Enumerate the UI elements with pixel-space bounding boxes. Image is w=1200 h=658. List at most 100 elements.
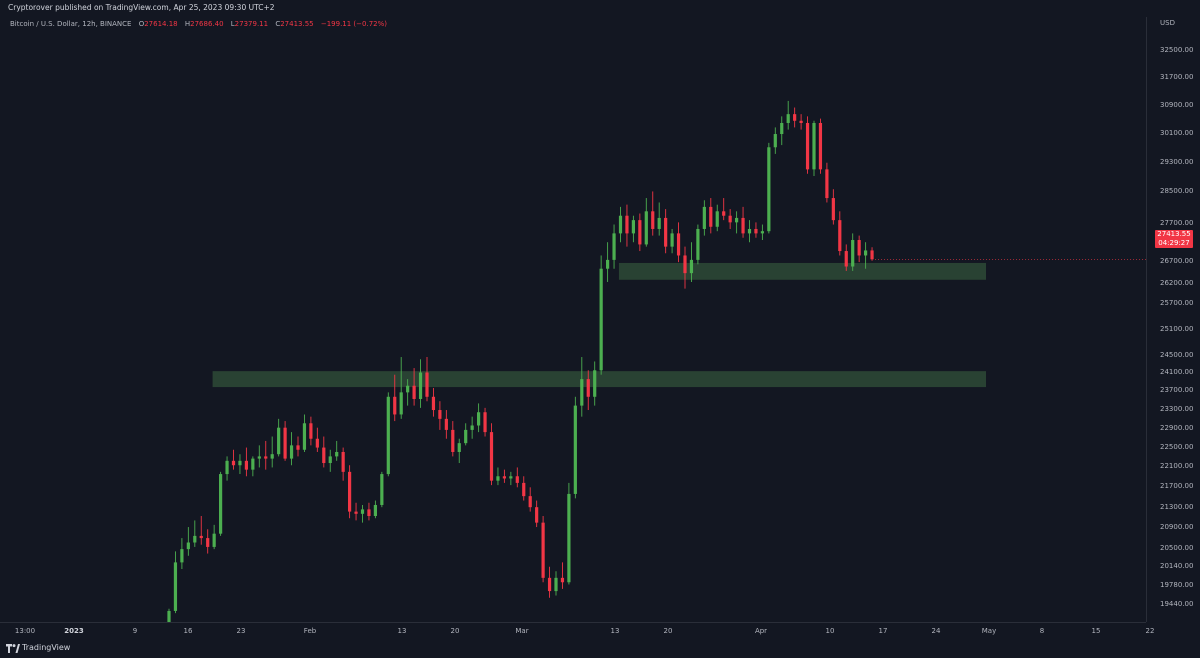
candle-up[interactable] [618, 206, 623, 243]
candle-up[interactable] [864, 242, 868, 269]
candle-down[interactable] [541, 516, 545, 583]
candle-down[interactable] [444, 410, 448, 439]
candle-up[interactable] [386, 392, 390, 477]
candle-up[interactable] [477, 403, 481, 433]
candle-down[interactable] [651, 191, 655, 236]
candle-up[interactable] [606, 242, 610, 282]
currency-label[interactable]: USD [1160, 19, 1175, 27]
tradingview-brand[interactable]: TradingView [22, 643, 71, 652]
candle-down[interactable] [438, 401, 442, 430]
candle-up[interactable] [760, 224, 764, 241]
time-axis[interactable] [0, 622, 1146, 638]
candle-up[interactable] [644, 198, 648, 247]
candle-up[interactable] [289, 432, 294, 466]
candle-up[interactable] [173, 551, 178, 614]
support-zone[interactable] [212, 371, 987, 388]
candle-down[interactable] [502, 469, 506, 483]
candle-down[interactable] [870, 247, 874, 261]
candle-up[interactable] [612, 224, 616, 269]
candle-up[interactable] [335, 440, 339, 461]
candle-down[interactable] [825, 162, 829, 203]
candle-up[interactable] [599, 255, 603, 375]
candle-down[interactable] [683, 246, 687, 289]
candle-down[interactable] [664, 209, 668, 254]
candle-up[interactable] [689, 242, 694, 282]
candle-up[interactable] [238, 454, 242, 475]
candle-up[interactable] [696, 224, 700, 265]
candle-up[interactable] [773, 127, 777, 154]
support-zone[interactable] [618, 262, 986, 280]
candle-up[interactable] [554, 571, 558, 596]
symbol-name[interactable]: Bitcoin / U.S. Dollar, 12h, BINANCE [10, 20, 132, 28]
candle-down[interactable] [515, 467, 519, 488]
candle-down[interactable] [625, 204, 629, 247]
candle-up[interactable] [657, 202, 661, 236]
candle-up[interactable] [418, 359, 423, 408]
candle-down[interactable] [412, 368, 416, 406]
candle-up[interactable] [747, 220, 752, 243]
candle-down[interactable] [489, 423, 494, 486]
candle-down[interactable] [348, 465, 352, 519]
candle-up[interactable] [851, 233, 855, 271]
candle-up[interactable] [580, 357, 584, 417]
candle-down[interactable] [264, 440, 268, 470]
candle-up[interactable] [360, 504, 365, 523]
candle-up[interactable] [302, 414, 307, 452]
candle-down[interactable] [199, 516, 203, 545]
candle-up[interactable] [786, 100, 790, 130]
candle-down[interactable] [838, 211, 842, 256]
candle-up[interactable] [186, 527, 190, 556]
candle-up[interactable] [593, 361, 597, 406]
candle-up[interactable] [670, 228, 674, 254]
candle-down[interactable] [793, 107, 797, 128]
candle-up[interactable] [573, 396, 577, 499]
candle-down[interactable] [244, 447, 248, 477]
candle-down[interactable] [283, 421, 287, 461]
candle-up[interactable] [257, 445, 261, 468]
candle-down[interactable] [231, 449, 236, 470]
candle-up[interactable] [780, 116, 784, 146]
candle-up[interactable] [767, 142, 771, 234]
candle-down[interactable] [451, 421, 455, 457]
candle-down[interactable] [296, 436, 300, 457]
candle-up[interactable] [567, 482, 571, 585]
candle-down[interactable] [425, 357, 429, 402]
candle-down[interactable] [309, 416, 313, 446]
candle-down[interactable] [522, 476, 526, 501]
candle-up[interactable] [702, 200, 706, 236]
candle-down[interactable] [857, 235, 861, 263]
candle-up[interactable] [496, 467, 500, 486]
candle-down[interactable] [315, 427, 319, 452]
candle-up[interactable] [193, 520, 197, 547]
candle-down[interactable] [393, 374, 397, 422]
candle-down[interactable] [799, 114, 803, 130]
candle-down[interactable] [638, 213, 642, 252]
candle-up[interactable] [812, 120, 816, 176]
candle-up[interactable] [167, 608, 171, 622]
candle-down[interactable] [206, 529, 210, 554]
candle-down[interactable] [818, 118, 823, 174]
candle-down[interactable] [844, 244, 848, 271]
candle-up[interactable] [380, 471, 384, 508]
candle-up[interactable] [277, 418, 281, 457]
candle-down[interactable] [535, 500, 539, 528]
candle-down[interactable] [431, 387, 436, 417]
candle-up[interactable] [509, 471, 513, 486]
candle-down[interactable] [528, 487, 532, 512]
candle-up[interactable] [631, 215, 635, 243]
candle-down[interactable] [831, 189, 835, 225]
candle-up[interactable] [457, 438, 461, 464]
price-axis[interactable] [1146, 17, 1200, 622]
candle-up[interactable] [715, 204, 719, 232]
candle-up[interactable] [251, 456, 255, 477]
candle-down[interactable] [341, 447, 345, 481]
candle-up[interactable] [180, 538, 184, 570]
candlestick-chart[interactable] [0, 17, 1146, 622]
candle-up[interactable] [399, 357, 403, 419]
candle-up[interactable] [225, 456, 229, 481]
candle-up[interactable] [270, 436, 274, 468]
candle-down[interactable] [367, 502, 371, 521]
candle-down[interactable] [483, 407, 487, 437]
candle-up[interactable] [735, 211, 739, 234]
tradingview-logo-icon[interactable] [6, 644, 20, 653]
